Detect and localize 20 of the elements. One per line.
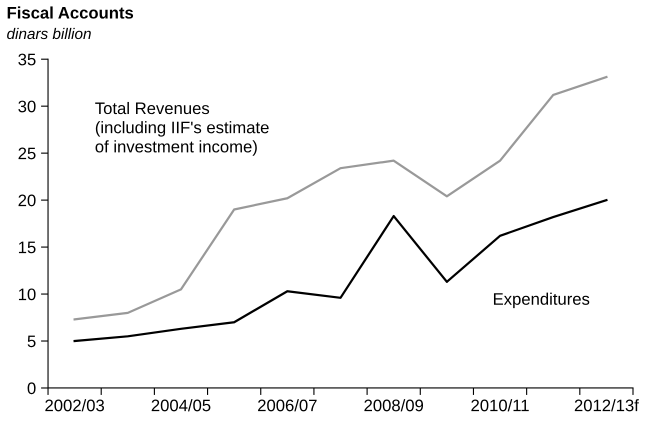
- line-series: [74, 76, 608, 321]
- y-tick-label: 10: [18, 288, 36, 300]
- line-series: [74, 199, 608, 342]
- x-tick-label: 2010/11: [471, 399, 529, 412]
- chart-title: Fiscal Accounts: [8, 6, 134, 19]
- y-tick-label: 25: [18, 148, 36, 160]
- chart-subtitle: dinars billion: [7, 28, 91, 40]
- y-tick-label: 0: [28, 382, 36, 394]
- y-tick-label: 15: [18, 242, 36, 254]
- x-tick-label: 2004/05: [152, 399, 210, 412]
- text: Total Revenues (including IIF's estimate of investment income): [95, 102, 269, 156]
- y-tick-label: 30: [18, 100, 36, 112]
- y-tick-label: 20: [18, 194, 36, 206]
- y-tick-label: 35: [18, 54, 36, 66]
- x-tick-label: 2006/07: [258, 399, 317, 412]
- x-tick-label: 2008/09: [364, 399, 424, 412]
- x-tick-label: 2012/13f: [574, 399, 639, 412]
- text: Expenditures: [494, 292, 590, 308]
- y-tick-label: 5: [28, 336, 36, 348]
- x-tick-label: 2002/03: [45, 399, 104, 412]
